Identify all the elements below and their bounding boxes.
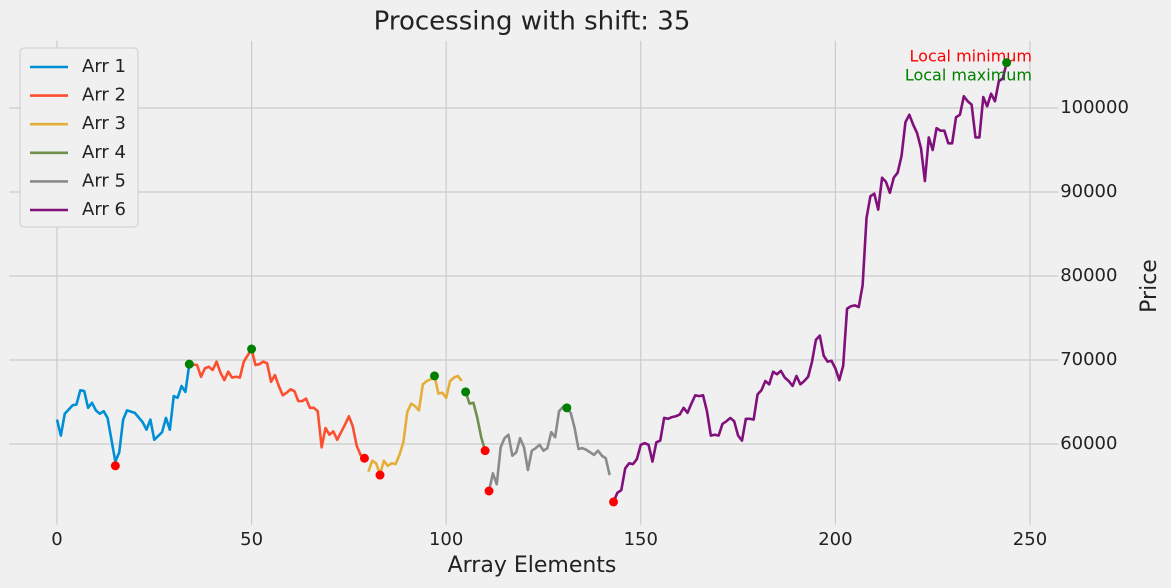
line-series <box>487 405 611 492</box>
x-tick-label: 0 <box>51 529 62 550</box>
y-tick-label: 60000 <box>1060 433 1117 454</box>
grid <box>9 40 1059 525</box>
x-tick-label: 50 <box>240 529 263 550</box>
legend-label: Arr 4 <box>82 142 126 163</box>
y-axis-label: Price <box>1137 259 1162 313</box>
x-tick-label: 100 <box>429 529 463 550</box>
line-series <box>367 374 463 476</box>
x-tick-label: 150 <box>624 529 658 550</box>
extremum-point <box>110 461 120 471</box>
extremum-point <box>430 371 440 381</box>
line-series <box>55 363 191 463</box>
x-axis-label: Array Elements <box>448 553 617 578</box>
x-tick-label: 250 <box>1013 529 1047 550</box>
legend-label: Arr 3 <box>82 113 126 134</box>
line-series <box>464 391 487 452</box>
extremum-point <box>184 359 194 369</box>
extremum-point <box>375 470 385 480</box>
extremum-point <box>562 403 572 413</box>
y-tick-label: 80000 <box>1060 265 1117 286</box>
extremum-label: Local maximum <box>905 66 1032 85</box>
extremum-point <box>484 486 494 496</box>
y-tick-label: 90000 <box>1060 181 1117 202</box>
y-tick-label: 100000 <box>1060 97 1129 118</box>
y-tick-label: 70000 <box>1060 349 1117 370</box>
extremum-point <box>359 453 369 463</box>
line-series <box>189 347 366 460</box>
chart-title: Processing with shift: 35 <box>374 7 691 37</box>
extremum-point <box>1002 58 1012 68</box>
legend-label: Arr 5 <box>82 170 126 191</box>
legend: Arr 1 Arr 2 Arr 3 Arr 4 Arr 5 Arr 6 <box>19 47 139 228</box>
x-tick-label: 200 <box>818 529 852 550</box>
legend-label: Arr 1 <box>82 56 126 77</box>
extremum-label: Local minimum <box>910 47 1032 66</box>
extremum-point <box>461 387 471 397</box>
line-series <box>612 62 1008 503</box>
extremum-point <box>247 344 257 354</box>
legend-label: Arr 2 <box>82 85 126 106</box>
extremum-point <box>480 446 490 456</box>
legend-label: Arr 6 <box>82 199 126 220</box>
extremum-point <box>609 497 619 507</box>
